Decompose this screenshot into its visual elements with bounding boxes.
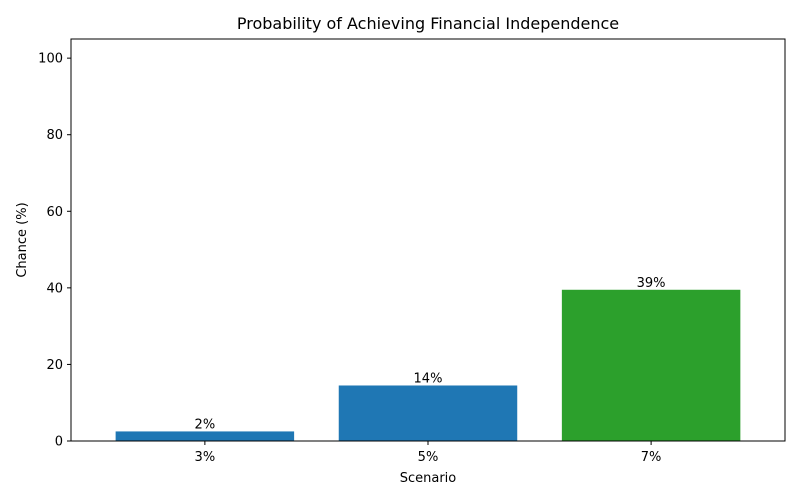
chart-title: Probability of Achieving Financial Indep… — [237, 14, 619, 33]
x-tick-label: 7% — [641, 450, 662, 465]
y-tick-label: 80 — [46, 128, 63, 143]
x-tick-label: 5% — [418, 450, 439, 465]
y-tick-label: 0 — [55, 435, 63, 450]
bar-1 — [115, 431, 295, 441]
x-tick-label: 3% — [195, 450, 216, 465]
y-axis-label: Chance (%) — [15, 202, 30, 277]
y-tick-label: 40 — [46, 281, 63, 296]
bar-2 — [338, 385, 518, 441]
data-label-1: 2% — [195, 417, 216, 432]
y-tick-label: 100 — [38, 52, 63, 67]
plot-area: 2% 14% 39% 0 20 40 60 80 100 3% 5% 7% — [38, 38, 786, 465]
bars-group — [115, 289, 741, 441]
data-label-2: 14% — [414, 371, 443, 386]
x-axis-label: Scenario — [400, 471, 457, 486]
y-tick-label: 20 — [46, 358, 63, 373]
x-axis-ticks: 3% 5% 7% — [195, 441, 662, 465]
data-label-3: 39% — [637, 276, 666, 291]
y-tick-label: 60 — [46, 205, 63, 220]
bar-3 — [561, 289, 741, 441]
y-axis-ticks: 0 20 40 60 80 100 — [38, 52, 71, 450]
data-labels-group: 2% 14% 39% — [195, 276, 666, 433]
